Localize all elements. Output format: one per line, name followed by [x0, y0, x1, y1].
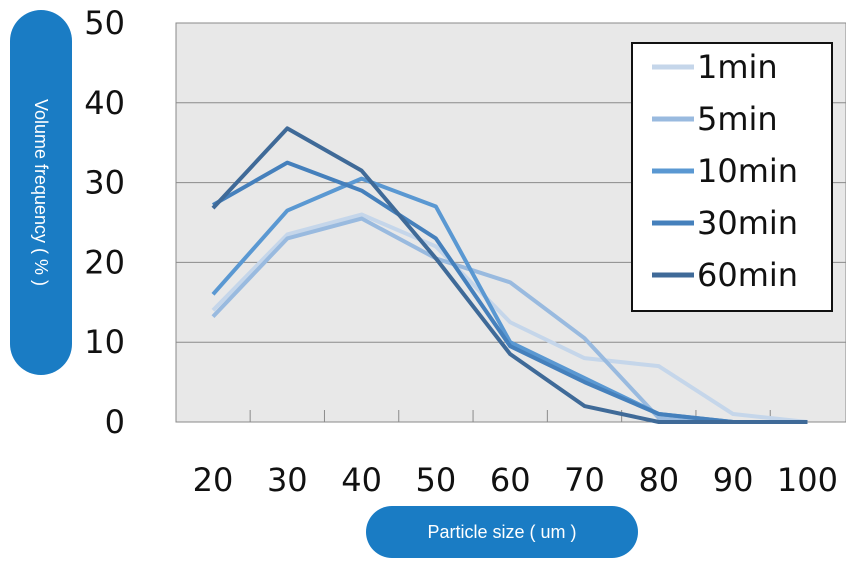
series-line-60min: [211, 126, 808, 424]
x-tick-label: 100: [777, 461, 838, 499]
legend-label: 60min: [697, 256, 798, 294]
y-tick-label: 10: [84, 323, 125, 361]
x-tick-label: 60: [490, 461, 531, 499]
x-tick-label: 80: [638, 461, 679, 499]
legend-label: 5min: [697, 100, 778, 138]
series-line-30min: [212, 160, 808, 424]
legend-label: 30min: [697, 204, 798, 242]
y-axis-label-badge: Volume frequency ( % ): [10, 10, 72, 375]
y-tick-label: 20: [84, 243, 125, 281]
legend-label: 1min: [697, 48, 778, 86]
y-tick-label: 30: [84, 164, 125, 202]
x-axis-label-badge: Particle size ( um ): [366, 506, 638, 558]
x-tick-label: 40: [341, 461, 382, 499]
y-axis-label: Volume frequency ( % ): [31, 98, 52, 287]
x-tick-label: 70: [564, 461, 605, 499]
y-tick-label: 50: [84, 4, 125, 42]
y-tick-label: 40: [84, 84, 125, 122]
series-line-1min: [211, 212, 808, 424]
y-tick-label: 0: [105, 403, 125, 441]
x-tick-label: 50: [416, 461, 457, 499]
legend-label: 10min: [697, 152, 798, 190]
legend-box: [631, 42, 833, 312]
x-tick-label: 30: [267, 461, 308, 499]
x-tick-label: 20: [193, 461, 234, 499]
x-tick-label: 90: [713, 461, 754, 499]
x-axis-label: Particle size ( um ): [427, 521, 577, 542]
